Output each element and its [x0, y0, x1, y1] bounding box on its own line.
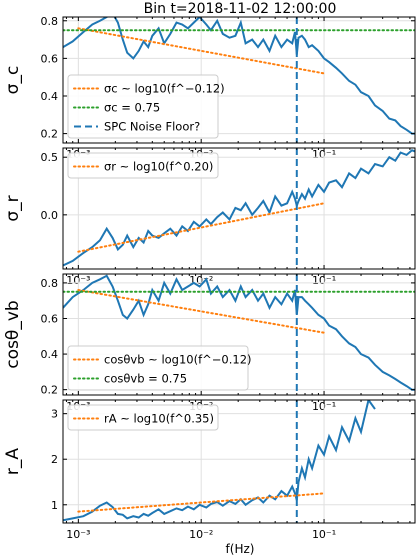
legend-label: rA ~ log10(f^0.35): [104, 412, 214, 426]
legend-box: [67, 74, 219, 139]
y-axis-label: σ_r: [3, 195, 23, 221]
legend: rA ~ log10(f^0.35): [67, 404, 219, 431]
y-tick-label: 0.2: [41, 384, 59, 397]
x-tick-label: 10⁻³: [66, 528, 90, 541]
fit-line: [77, 27, 325, 75]
legend-box: [67, 152, 219, 179]
panel-2: 0.00.510⁻³ 10⁻² 10⁻¹σ_rσr ~ log10(f^0.20): [3, 147, 416, 287]
y-tick-label: 0.4: [41, 348, 59, 361]
y-tick-label: 3: [51, 408, 58, 421]
y-tick-label: 0.0: [41, 209, 59, 222]
data-series-line: [63, 400, 376, 522]
panels: 0.2 0.4 0.6 0.8 10⁻³ 10⁻² 10⁻¹ σ_c σc ~ log10(f^…: [3, 15, 416, 541]
legend-box: [67, 345, 249, 391]
fit-line: [77, 289, 325, 334]
x-tick-label: 10⁻²: [189, 528, 213, 541]
y-tick-label: 0.8: [41, 15, 59, 28]
x-tick-label: 10⁻¹: [312, 528, 336, 541]
y-axis-label: σ_c: [3, 66, 23, 95]
plot-frame: [62, 147, 416, 270]
y-tick-label: 0.6: [41, 312, 59, 325]
legend: cosθvb ~ log10(f^−0.12) cosθvb = 0.75: [67, 345, 252, 391]
y-axis-label: r_A: [3, 448, 23, 475]
panel-1: 0.20.40.60.810⁻³10⁻²10⁻¹σ_cσc ~ log10(f^…: [3, 15, 416, 161]
y-axis-label: cosθ_vb: [3, 300, 23, 368]
fit-line: [77, 492, 325, 513]
series-group: [63, 400, 376, 523]
legend: σr ~ log10(f^0.20): [67, 152, 219, 179]
legend-label: σc = 0.75: [104, 101, 160, 115]
legend-label: cosθvb ~ log10(f^−0.12): [104, 353, 252, 367]
series-group: [63, 274, 415, 395]
y-tick-label: 0.4: [41, 90, 59, 103]
y-tick-label: 2: [51, 453, 58, 466]
legend-label: σr ~ log10(f^0.20): [104, 160, 213, 174]
data-series-line: [63, 274, 415, 391]
y-tick-label: 0.8: [41, 277, 59, 290]
data-series-line: [63, 17, 415, 135]
series-group: [63, 148, 415, 269]
y-tick-label: 0.6: [41, 52, 59, 65]
series-group: [63, 17, 415, 143]
plot-frame: [62, 273, 416, 396]
plot-frame: [62, 399, 416, 524]
legend-label: cosθvb = 0.75: [104, 372, 187, 386]
legend-label: SPC Noise Floor?: [104, 120, 200, 134]
y-tick-label: 1: [51, 499, 58, 512]
legend: σc ~ log10(f^−0.12) σc = 0.75 SPC Noise Fl…: [67, 74, 225, 139]
x-axis-label: f(Hz): [226, 542, 255, 556]
legend-label: σc ~ log10(f^−0.12): [104, 82, 225, 96]
figure-title: Bin t=2018-11-02 12:00:00: [144, 1, 337, 17]
data-series-line: [63, 149, 415, 267]
y-tick-label: 0.2: [41, 128, 59, 141]
panel-4: 1 2 3 10⁻³ 10⁻² 10⁻¹ r_A rA ~ log10(f^0.35): [3, 399, 416, 541]
legend-box: [67, 404, 219, 431]
plot-frame: [62, 16, 416, 144]
fit-line: [77, 202, 325, 253]
y-tick-label: 0.5: [41, 151, 59, 164]
